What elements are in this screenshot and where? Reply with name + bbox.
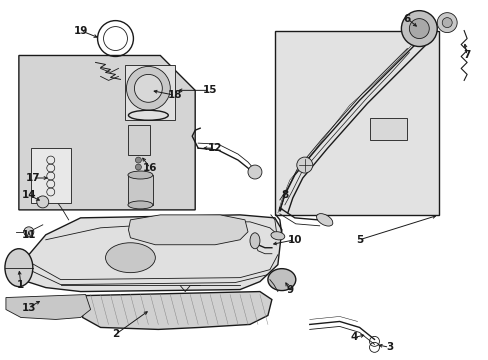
Bar bbox=[369, 118, 407, 140]
Polygon shape bbox=[82, 292, 271, 329]
Bar bbox=[31, 148, 71, 203]
Text: 2: 2 bbox=[112, 329, 119, 339]
Circle shape bbox=[135, 178, 141, 184]
Bar bbox=[128, 175, 153, 205]
Text: 7: 7 bbox=[463, 50, 470, 60]
Ellipse shape bbox=[267, 269, 295, 291]
Polygon shape bbox=[19, 55, 195, 210]
Circle shape bbox=[134, 75, 162, 102]
Ellipse shape bbox=[128, 171, 153, 179]
Text: 6: 6 bbox=[403, 14, 410, 24]
Text: 1: 1 bbox=[17, 280, 24, 289]
Text: 16: 16 bbox=[143, 163, 157, 173]
Circle shape bbox=[408, 19, 428, 39]
Circle shape bbox=[247, 165, 262, 179]
Bar bbox=[128, 125, 150, 155]
Text: 5: 5 bbox=[355, 235, 363, 245]
Circle shape bbox=[135, 157, 141, 163]
Ellipse shape bbox=[249, 233, 260, 249]
Text: 15: 15 bbox=[203, 85, 217, 95]
Circle shape bbox=[436, 13, 456, 32]
Text: 19: 19 bbox=[73, 26, 88, 36]
Bar bbox=[274, 31, 438, 215]
Polygon shape bbox=[21, 215, 281, 292]
Text: 18: 18 bbox=[168, 90, 182, 100]
Text: 11: 11 bbox=[21, 230, 36, 240]
Text: 17: 17 bbox=[25, 173, 40, 183]
Polygon shape bbox=[6, 294, 90, 319]
Text: 3: 3 bbox=[385, 342, 392, 352]
Circle shape bbox=[135, 164, 141, 170]
Ellipse shape bbox=[105, 243, 155, 273]
Ellipse shape bbox=[128, 201, 153, 209]
Ellipse shape bbox=[316, 213, 332, 226]
Text: 4: 4 bbox=[350, 332, 358, 342]
Circle shape bbox=[126, 67, 170, 110]
Text: 10: 10 bbox=[287, 235, 302, 245]
Circle shape bbox=[296, 157, 312, 173]
Bar bbox=[125, 66, 175, 120]
Text: 12: 12 bbox=[207, 143, 222, 153]
Text: 9: 9 bbox=[285, 284, 293, 294]
Circle shape bbox=[135, 171, 141, 177]
Circle shape bbox=[37, 196, 49, 208]
Circle shape bbox=[401, 11, 436, 46]
Text: 8: 8 bbox=[281, 190, 288, 200]
Polygon shape bbox=[128, 215, 247, 245]
Circle shape bbox=[24, 227, 34, 237]
Text: 13: 13 bbox=[21, 302, 36, 312]
Ellipse shape bbox=[5, 249, 33, 287]
Ellipse shape bbox=[270, 232, 284, 240]
Circle shape bbox=[441, 18, 451, 28]
Text: 14: 14 bbox=[21, 190, 36, 200]
